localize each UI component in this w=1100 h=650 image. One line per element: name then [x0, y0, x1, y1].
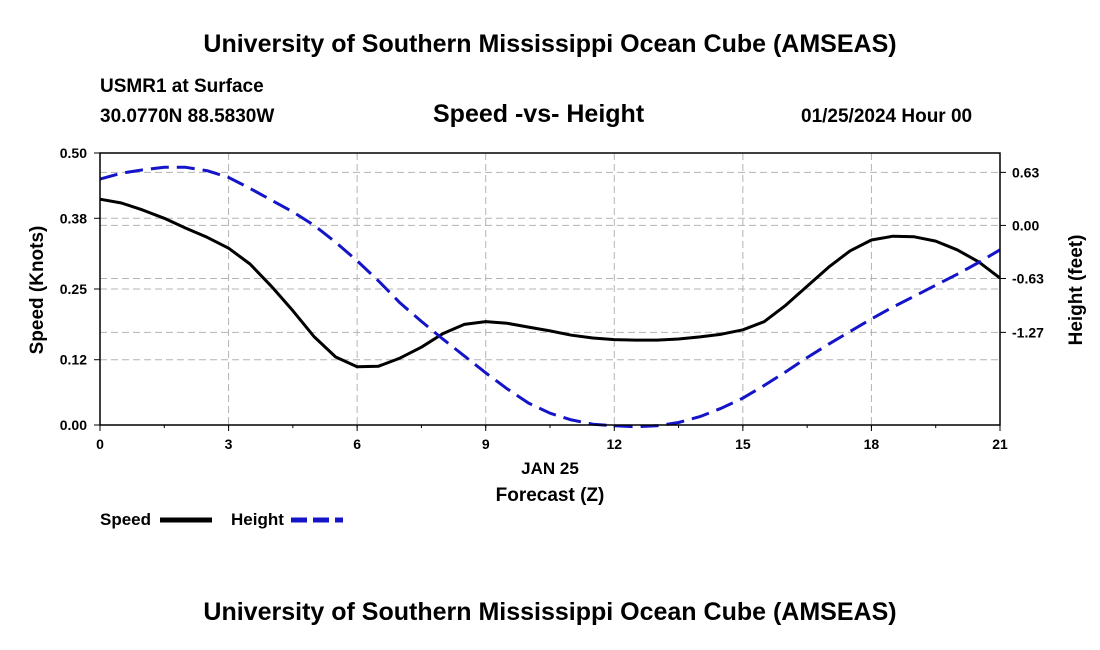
x-tick-label: 18 — [864, 436, 880, 452]
y-tick-label: 0.50 — [60, 145, 87, 161]
x-tick-label: 6 — [353, 436, 361, 452]
chart-subtitle: Speed -vs- Height — [433, 100, 645, 128]
y-tick-label: 0.00 — [60, 417, 87, 433]
x-axis-title: Forecast (Z) — [496, 485, 605, 506]
x-tick-label: 9 — [482, 436, 490, 452]
y2-axis-title: Height (feet) — [1066, 235, 1087, 346]
x-axis-date-label: JAN 25 — [521, 459, 579, 478]
chart-title: University of Southern Mississippi Ocean… — [203, 30, 897, 58]
y2-tick-label: -1.27 — [1012, 324, 1044, 340]
y2-tick-label: -0.63 — [1012, 270, 1044, 286]
legend-height-label: Height — [231, 510, 284, 529]
station-coordinates: 30.0770N 88.5830W — [100, 106, 275, 127]
y-axis-title: Speed (Knots) — [27, 226, 48, 355]
y2-tick-label: 0.63 — [1012, 164, 1039, 180]
y-tick-label: 0.38 — [60, 210, 87, 226]
plot-frame — [99, 152, 1001, 426]
x-tick-label: 12 — [606, 436, 622, 452]
data-series — [99, 165, 1001, 429]
x-tick-label: 3 — [225, 436, 233, 452]
y-tick-label: 0.25 — [60, 281, 87, 297]
legend: Speed Height — [100, 510, 343, 529]
height-series-line — [99, 165, 1001, 429]
speed-series-line — [99, 197, 1001, 369]
axis-ticks — [94, 152, 1006, 431]
y2-tick-label: 0.00 — [1012, 217, 1039, 233]
station-label: USMR1 at Surface — [100, 76, 264, 97]
forecast-datetime: 01/25/2024 Hour 00 — [801, 106, 973, 127]
x-tick-label: 21 — [992, 436, 1008, 452]
x-tick-label: 0 — [96, 436, 104, 452]
y-tick-label: 0.12 — [60, 352, 87, 368]
footer-title: University of Southern Mississippi Ocean… — [203, 598, 897, 626]
x-tick-label: 15 — [735, 436, 751, 452]
axis-labels: 0 3 6 9 12 15 18 21 0.00 0.12 0.25 0.38 0.50 0.63 0.00… — [60, 145, 1044, 452]
legend-speed-label: Speed — [100, 510, 151, 529]
grid-lines — [99, 152, 1001, 426]
